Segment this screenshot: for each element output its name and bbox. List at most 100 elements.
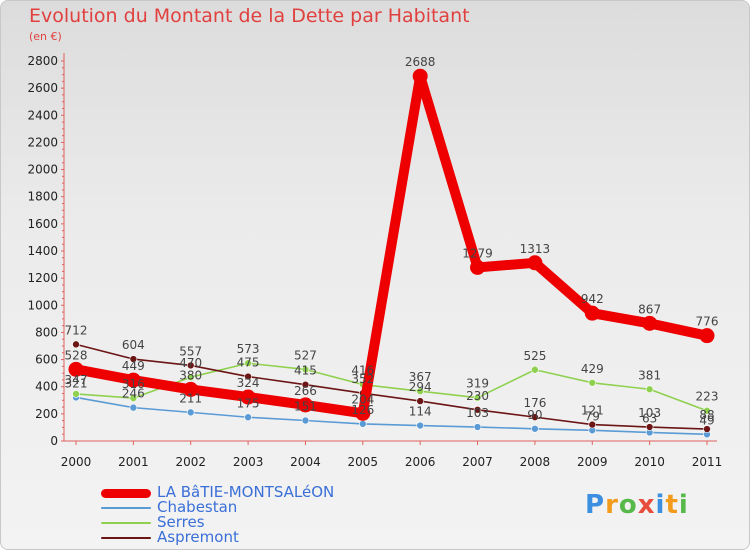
data-point-2-11 xyxy=(703,425,711,433)
data-point-1-10 xyxy=(645,385,654,394)
data-point-0-6 xyxy=(416,421,424,430)
data-point-3-3 xyxy=(240,389,256,405)
x-tick-label: 2009 xyxy=(577,455,608,469)
data-point-3-2 xyxy=(183,381,199,397)
data-label-0-5: 126 xyxy=(351,403,374,417)
legend-label: Serres xyxy=(157,513,205,531)
data-point-3-4 xyxy=(297,397,313,413)
data-point-3-1 xyxy=(125,372,141,388)
data-point-0-8 xyxy=(531,424,539,433)
logo-letter: x xyxy=(637,490,656,520)
axes: 0 200 400 600 800 1000 1200 1400 1600 1800 2000 220… xyxy=(27,53,722,469)
data-point-0-7 xyxy=(473,423,482,431)
data-label-1-7: 319 xyxy=(466,377,489,391)
data-point-2-0 xyxy=(72,340,80,349)
y-tick-label: 2600 xyxy=(27,81,58,95)
data-point-3-10 xyxy=(642,315,658,331)
data-label-2-8: 176 xyxy=(523,396,546,410)
data-label-0-10: 63 xyxy=(642,411,657,425)
data-point-1-4 xyxy=(301,365,310,374)
logo-letter: i xyxy=(678,490,689,520)
data-label-2-11: 88 xyxy=(699,408,714,422)
data-point-0-4 xyxy=(301,416,310,425)
x-tick-label: 2003 xyxy=(233,455,264,469)
data-point-1-9 xyxy=(588,378,597,387)
data-label-1-5: 416 xyxy=(351,364,374,378)
y-tick-label: 1400 xyxy=(27,244,58,258)
logo-letter: i xyxy=(655,490,666,520)
y-tick-label: 1000 xyxy=(27,298,58,312)
data-point-3-0 xyxy=(68,361,84,377)
data-label-0-6: 114 xyxy=(409,405,432,419)
data-point-3-5 xyxy=(355,405,371,421)
series-line-3 xyxy=(71,71,712,419)
data-point-1-2 xyxy=(186,373,195,382)
x-tick-label: 2001 xyxy=(118,455,149,469)
data-label-1-4: 527 xyxy=(294,348,317,362)
x-tick-label: 2006 xyxy=(405,455,436,469)
data-label-2-5: 352 xyxy=(351,372,374,386)
y-tick-label: 1200 xyxy=(27,271,58,285)
data-label-1-0: 347 xyxy=(65,373,88,387)
data-point-2-3 xyxy=(244,372,252,381)
data-label-2-2: 557 xyxy=(179,344,202,358)
x-tick-label: 2011 xyxy=(692,455,723,469)
y-tick-label: 800 xyxy=(35,325,58,339)
data-label-1-10: 381 xyxy=(638,368,661,382)
data-label-1-3: 573 xyxy=(237,342,260,356)
data-point-1-3 xyxy=(244,359,252,368)
data-label-2-7: 230 xyxy=(466,389,489,403)
data-point-1-1 xyxy=(129,394,138,402)
data-label-1-9: 429 xyxy=(581,362,604,376)
legend-swatch xyxy=(101,537,151,539)
data-label-0-3: 175 xyxy=(237,396,260,410)
data-label-3-7: 1279 xyxy=(462,246,493,260)
y-tick-label: 2400 xyxy=(27,108,58,122)
data-label-3-2: 380 xyxy=(179,368,202,382)
logo-letter: P xyxy=(585,490,606,520)
legend-swatch xyxy=(101,507,151,509)
y-tick-label: 1800 xyxy=(27,190,58,204)
data-point-2-9 xyxy=(588,420,597,429)
data-point-1-6 xyxy=(416,387,424,395)
data-point-3-8 xyxy=(527,255,543,271)
data-label-3-3: 324 xyxy=(237,376,260,390)
data-label-0-11: 49 xyxy=(699,413,714,427)
legend-label: LA BâTIE-MONTSALéON xyxy=(157,483,335,501)
data-label-2-1: 604 xyxy=(122,338,145,352)
data-label-0-7: 103 xyxy=(466,406,489,420)
x-tick-label: 2004 xyxy=(290,455,321,469)
data-point-0-5 xyxy=(359,420,367,428)
data-label-3-4: 266 xyxy=(294,384,317,398)
data-label-0-2: 211 xyxy=(179,391,202,405)
x-tick-label: 2000 xyxy=(61,455,92,469)
y-tick-label: 2800 xyxy=(27,54,58,68)
y-tick-label: 400 xyxy=(35,380,58,394)
data-label-0-8: 90 xyxy=(527,408,542,422)
data-point-1-11 xyxy=(703,406,711,415)
proxiti-logo: Proxiti xyxy=(585,490,689,520)
data-label-3-6: 2688 xyxy=(405,55,436,69)
data-point-2-1 xyxy=(129,355,138,363)
data-label-0-9: 79 xyxy=(585,409,600,423)
data-point-2-2 xyxy=(186,361,195,370)
data-label-2-3: 475 xyxy=(237,356,260,370)
data-point-0-2 xyxy=(186,408,195,417)
x-tick-label: 2007 xyxy=(462,455,493,469)
logo-letter: r xyxy=(605,490,619,520)
x-tick-label: 2002 xyxy=(175,455,206,469)
data-point-3-9 xyxy=(584,305,600,321)
legend-label: Chabestan xyxy=(157,498,238,516)
data-point-2-8 xyxy=(531,413,539,421)
data-label-0-4: 151 xyxy=(294,400,317,414)
y-tick-label: 600 xyxy=(35,353,58,367)
data-point-3-6 xyxy=(412,68,428,84)
line-chart: 0 200 400 600 800 1000 1200 1400 1600 1800 2000 220… xyxy=(27,53,722,469)
data-label-1-11: 223 xyxy=(696,390,719,404)
series-line-2 xyxy=(75,343,708,430)
data-label-2-4: 415 xyxy=(294,364,317,378)
x-tick-label: 2005 xyxy=(348,455,379,469)
data-point-2-10 xyxy=(645,423,654,431)
data-label-2-0: 712 xyxy=(65,323,88,337)
